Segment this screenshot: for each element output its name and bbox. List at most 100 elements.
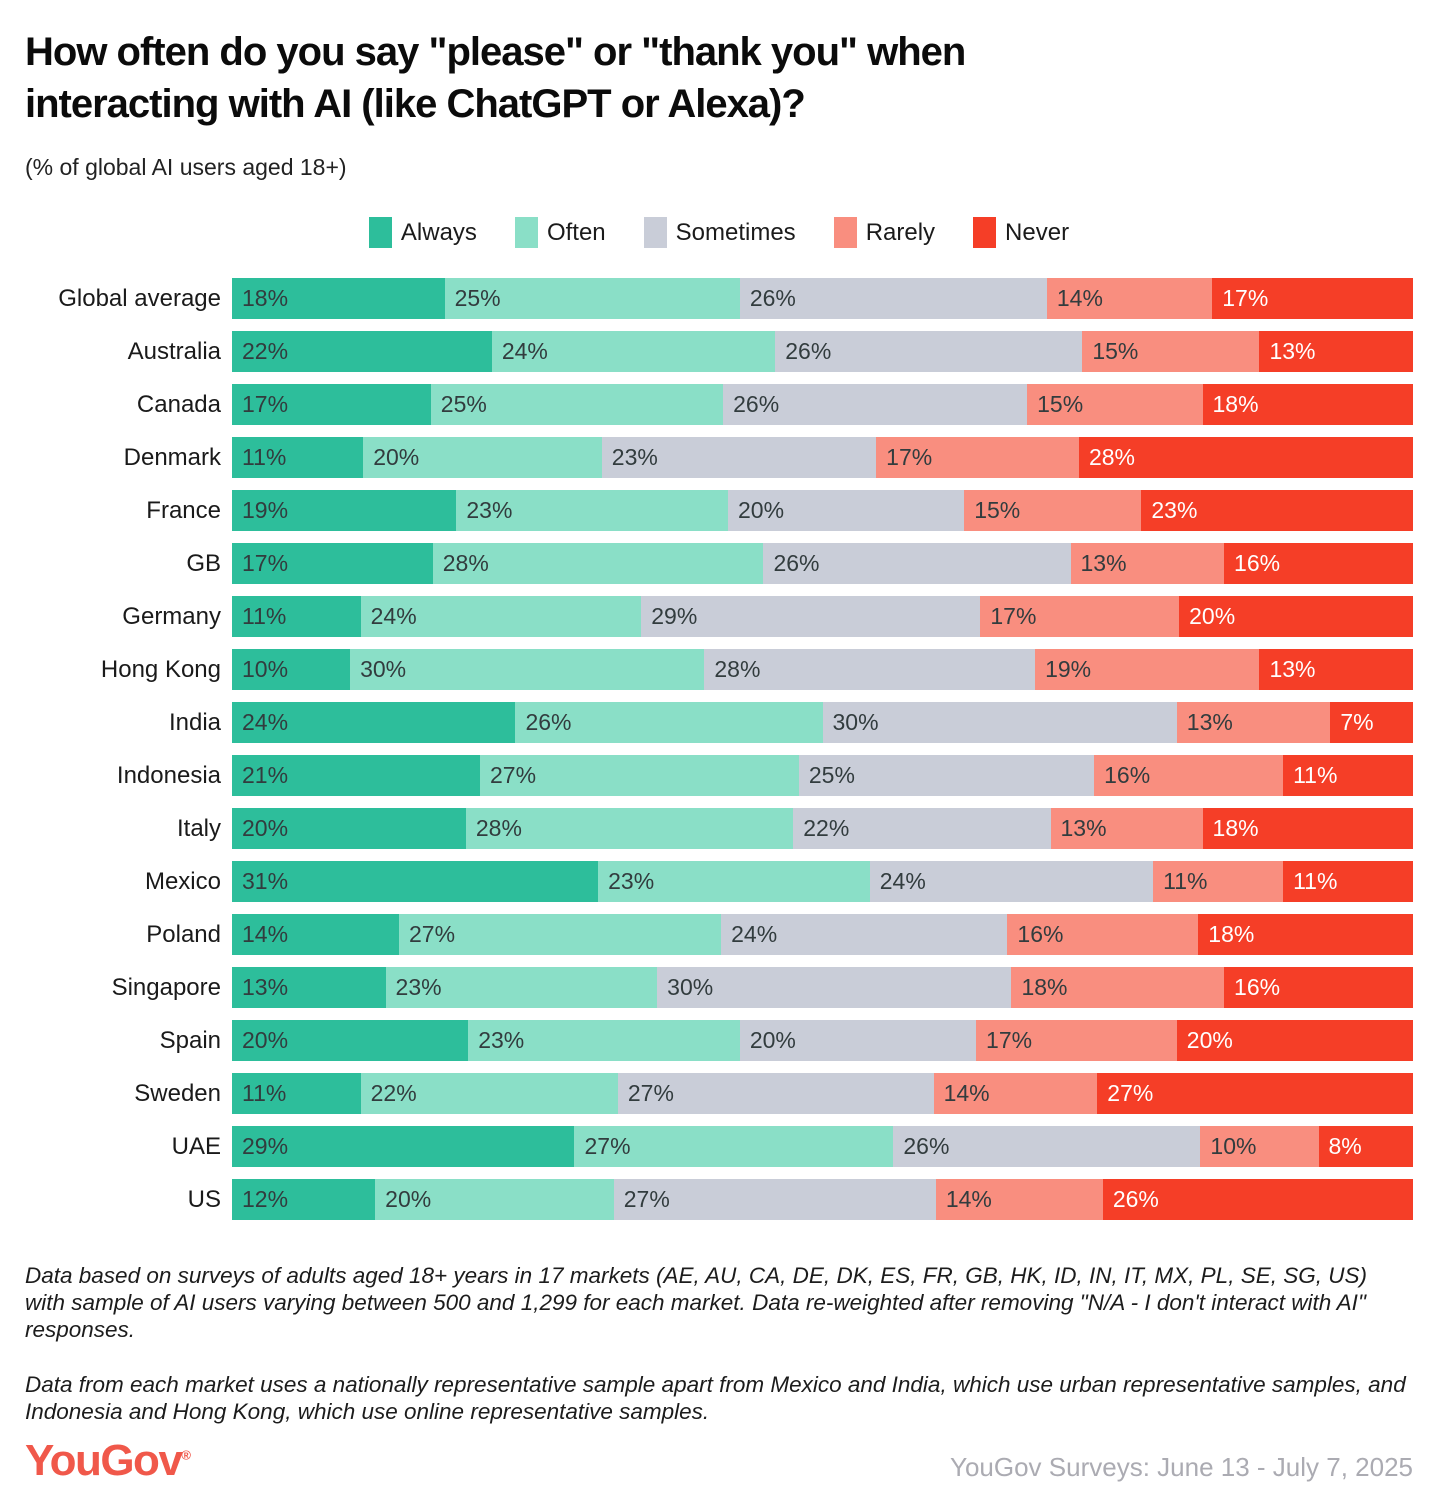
- legend-swatch-always: [368, 217, 392, 248]
- stacked-bar: 14% 27% 24% 16% 18%: [232, 914, 1414, 955]
- stacked-bar: 10% 30% 28% 19% 13%: [232, 649, 1413, 690]
- bar-segment-sometimes: 25%: [798, 755, 1095, 796]
- segment-value-label: 23%: [466, 497, 513, 523]
- segment-value-label: 26%: [773, 550, 820, 576]
- bar-segment-sometimes: 26%: [723, 384, 1028, 425]
- stacked-bar: 11% 22% 27% 14% 27%: [232, 1073, 1414, 1114]
- bar-segment-always: 24%: [232, 702, 516, 743]
- segment-value-label: 26%: [785, 338, 832, 364]
- bar-segment-often: 27%: [574, 1126, 894, 1167]
- bar-segment-always: 14%: [232, 914, 400, 955]
- stacked-bar: 19% 23% 20% 15% 23%: [232, 490, 1413, 531]
- segment-value-label: 22%: [803, 815, 850, 841]
- country-label: GB: [186, 549, 221, 577]
- segment-value-label: 14%: [242, 921, 289, 947]
- segment-value-label: 24%: [731, 921, 778, 947]
- segment-value-label: 26%: [525, 709, 572, 735]
- segment-value-label: 20%: [1189, 603, 1236, 629]
- bar-segment-never: 26%: [1102, 1179, 1413, 1220]
- bar-segment-often: 28%: [432, 543, 764, 584]
- bar-segment-always: 19%: [232, 490, 457, 531]
- bar-segment-sometimes: 30%: [657, 967, 1012, 1008]
- country-label: UAE: [171, 1132, 221, 1160]
- bar-segment-never: 17%: [1212, 278, 1413, 319]
- stacked-bar: 17% 28% 26% 13% 16%: [232, 543, 1413, 584]
- segment-value-label: 25%: [440, 391, 487, 417]
- segment-value-label: 18%: [1021, 974, 1068, 1000]
- country-label: Australia: [127, 337, 221, 365]
- segment-value-label: 23%: [478, 1027, 525, 1053]
- chart-row: Mexico 31% 23% 24% 11% 11%: [25, 861, 1413, 902]
- bar-segment-rarely: 11%: [1153, 861, 1284, 902]
- bar-segment-never: 16%: [1224, 967, 1413, 1008]
- bar-segment-rarely: 14%: [1046, 278, 1213, 319]
- segment-value-label: 28%: [442, 550, 489, 576]
- segment-value-label: 30%: [360, 656, 407, 682]
- segment-value-label: 22%: [370, 1080, 417, 1106]
- country-label: Denmark: [123, 443, 221, 471]
- segment-value-label: 11%: [242, 603, 287, 629]
- bar-segment-always: 11%: [232, 437, 364, 478]
- segment-value-label: 16%: [1104, 762, 1151, 788]
- stacked-bar: 13% 23% 30% 18% 16%: [232, 967, 1413, 1008]
- segment-value-label: 28%: [1088, 444, 1136, 470]
- bar-segment-sometimes: 29%: [641, 596, 981, 637]
- segment-value-label: 15%: [1037, 391, 1084, 417]
- yougov-logo: YouGov®: [25, 1439, 191, 1483]
- page-title: How often do you say "please" or "thank …: [25, 26, 1413, 130]
- segment-value-label: 16%: [1234, 550, 1281, 576]
- chart-subtitle: (% of global AI users aged 18+): [25, 154, 347, 180]
- segment-value-label: 20%: [1186, 1027, 1233, 1053]
- stacked-bar: 20% 28% 22% 13% 18%: [232, 808, 1413, 849]
- segment-value-label: 17%: [886, 444, 933, 470]
- bar-segment-never: 18%: [1198, 914, 1414, 955]
- segment-value-label: 15%: [1092, 338, 1139, 364]
- legend-label: Rarely: [865, 218, 936, 246]
- bar-segment-sometimes: 28%: [704, 649, 1036, 690]
- segment-value-label: 26%: [1112, 1186, 1159, 1212]
- bar-segment-sometimes: 27%: [613, 1179, 936, 1220]
- bar-segment-rarely: 16%: [1094, 755, 1284, 796]
- segment-value-label: 13%: [1186, 709, 1233, 735]
- chart-row: Indonesia 21% 27% 25% 16% 11%: [25, 755, 1413, 796]
- segment-value-label: 25%: [454, 285, 501, 311]
- bar-segment-never: 18%: [1202, 808, 1413, 849]
- segment-value-label: 19%: [1045, 656, 1092, 682]
- segment-value-label: 24%: [879, 868, 926, 894]
- bar-segment-rarely: 15%: [1082, 331, 1260, 372]
- title-line-2: interacting with AI (like ChatGPT or Ale…: [25, 82, 806, 126]
- bar-segment-rarely: 10%: [1200, 1126, 1319, 1167]
- bar-segment-rarely: 14%: [933, 1073, 1098, 1114]
- bar-segment-always: 18%: [232, 278, 445, 319]
- bar-segment-often: 23%: [468, 1020, 740, 1061]
- country-label: Canada: [136, 390, 221, 418]
- segment-value-label: 21%: [242, 762, 289, 788]
- bar-segment-never: 11%: [1283, 755, 1413, 796]
- country-label: Italy: [176, 814, 221, 842]
- country-label: Sweden: [134, 1079, 221, 1107]
- segment-value-label: 26%: [749, 285, 796, 311]
- segment-value-label: 30%: [832, 709, 879, 735]
- segment-value-label: 10%: [242, 656, 289, 682]
- bar-segment-always: 17%: [232, 384, 431, 425]
- segment-value-label: 20%: [242, 815, 289, 841]
- segment-value-label: 28%: [475, 815, 522, 841]
- segment-value-label: 20%: [242, 1027, 289, 1053]
- stacked-bar: 17% 25% 26% 15% 18%: [232, 384, 1413, 425]
- bar-segment-sometimes: 27%: [617, 1073, 934, 1114]
- chart-row: Australia 22% 24% 26% 15% 13%: [25, 331, 1413, 372]
- legend-item-never: Never: [973, 217, 1069, 248]
- bar-segment-sometimes: 26%: [893, 1126, 1201, 1167]
- chart-row: Italy 20% 28% 22% 13% 18%: [25, 808, 1413, 849]
- segment-value-label: 17%: [242, 391, 289, 417]
- segment-value-label: 27%: [1107, 1080, 1154, 1106]
- chart-row: Poland 14% 27% 24% 16% 18%: [25, 914, 1414, 955]
- legend-swatch-rarely: [833, 217, 857, 248]
- bar-segment-always: 11%: [232, 1073, 361, 1114]
- bar-segment-sometimes: 22%: [793, 808, 1051, 849]
- bar-segment-always: 20%: [232, 808, 466, 849]
- stacked-bar: 18% 25% 26% 14% 17%: [232, 278, 1413, 319]
- legend-label: Always: [400, 218, 477, 246]
- bar-segment-often: 26%: [515, 702, 823, 743]
- bar-segment-sometimes: 20%: [739, 1020, 977, 1061]
